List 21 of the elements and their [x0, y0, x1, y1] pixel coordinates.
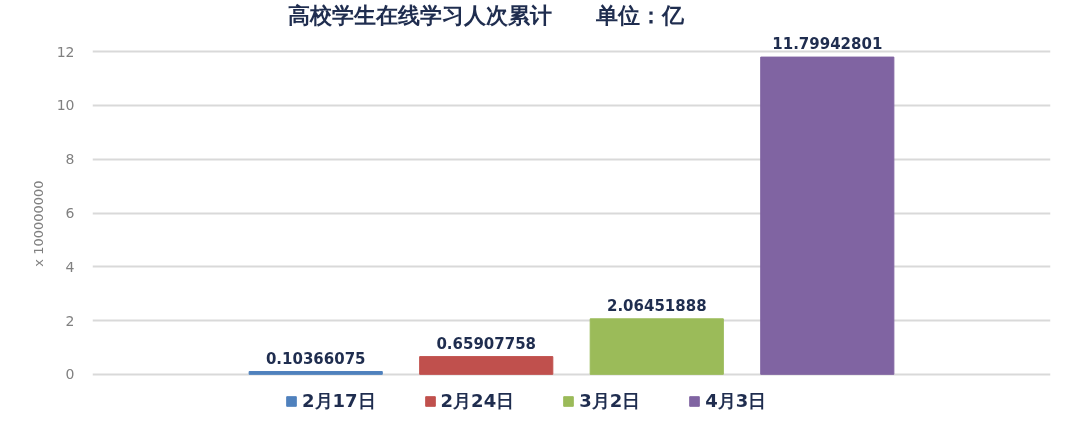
- legend-label: 4月3日: [705, 389, 767, 413]
- data-label: 11.79942801: [772, 35, 883, 54]
- y-tick-label: 0: [65, 366, 75, 383]
- data-label: 0.65907758: [436, 334, 537, 353]
- bar: [248, 371, 383, 375]
- bar: [589, 318, 724, 375]
- y-tick-label: 8: [65, 151, 75, 168]
- legend-label: 3月2日: [579, 389, 641, 413]
- data-label: 2.06451888: [606, 296, 707, 315]
- bar: [419, 356, 554, 375]
- legend-label: 2月24日: [440, 389, 515, 413]
- legend-label: 2月17日: [302, 389, 376, 413]
- y-tick-label: 4: [65, 258, 75, 275]
- chart-title: 高校学生在线学习人次累计 单位：亿: [287, 2, 685, 28]
- y-tick-label: 12: [56, 43, 75, 60]
- y-tick-label: 10: [56, 97, 75, 114]
- y-tick-label: 2: [65, 312, 75, 329]
- data-label: 0.10366075: [265, 349, 366, 368]
- y-axis-title: x 100000000: [30, 180, 46, 267]
- y-tick-label: 6: [65, 205, 75, 222]
- bar: [760, 56, 895, 375]
